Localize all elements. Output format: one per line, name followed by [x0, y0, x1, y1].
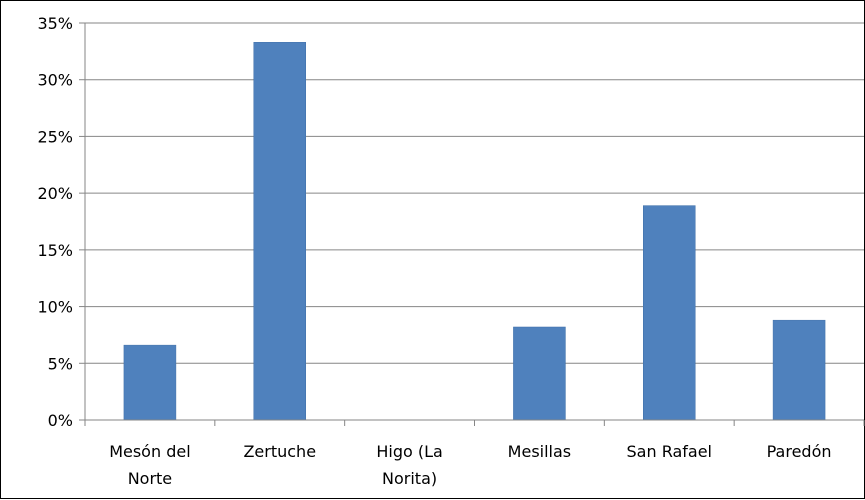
y-tick-label: 35% — [37, 14, 73, 33]
x-category-label: Paredón — [767, 442, 832, 461]
bar-5 — [643, 205, 696, 421]
y-tick-label: 0% — [48, 411, 73, 430]
y-tick-label: 30% — [37, 71, 73, 90]
axes — [79, 22, 865, 426]
bar-2 — [253, 42, 306, 421]
x-category-label: Mesón del Norte — [109, 442, 190, 488]
y-tick-label: 5% — [48, 354, 73, 373]
bar-6 — [772, 319, 826, 421]
x-category-labels: Mesón del Norte Zertuche Higo (La Norita) Mes… — [109, 442, 831, 488]
x-category-label: San Rafael — [627, 442, 712, 461]
bar-1 — [123, 344, 177, 421]
gridlines — [85, 22, 864, 364]
bars — [123, 42, 826, 421]
y-tick-label: 10% — [37, 298, 73, 317]
y-tick-labels: 0% 5% 10% 15% 20% 25% 30% 35% — [37, 14, 73, 430]
y-tick-label: 15% — [37, 241, 73, 260]
x-category-label: Higo (La Norita) — [376, 442, 442, 488]
x-category-label: Zertuche — [243, 442, 316, 461]
y-tick-label: 20% — [37, 184, 73, 203]
y-tick-label: 25% — [37, 127, 73, 146]
bar-4 — [513, 326, 566, 421]
x-category-label: Mesillas — [508, 442, 571, 461]
